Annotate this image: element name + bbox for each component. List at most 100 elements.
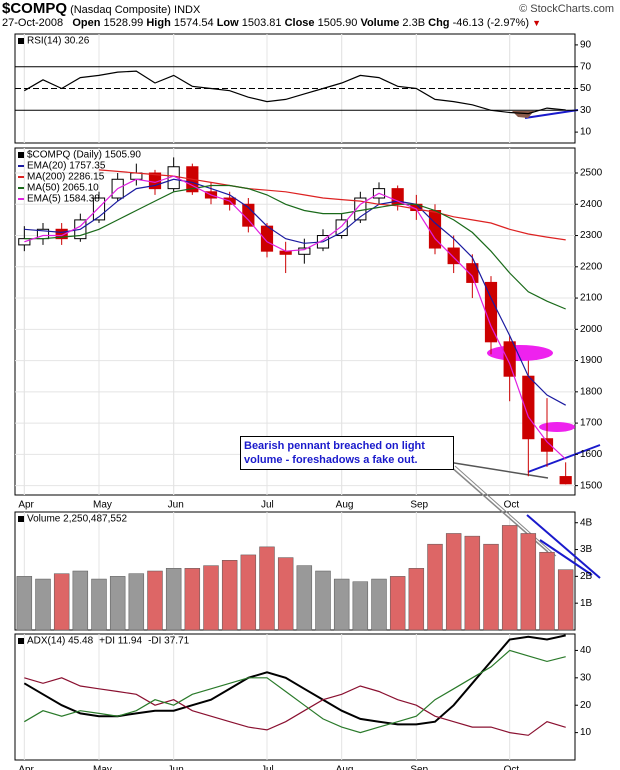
x-tick-label: Oct [504, 765, 520, 770]
candle-body [540, 438, 554, 452]
value: 1574.54 [173, 17, 214, 29]
index-name: (Nasdaq Composite) [70, 4, 171, 16]
volume-bar [427, 543, 443, 631]
volume-bar [557, 569, 574, 631]
volume-bar [315, 570, 331, 631]
candle-body [130, 172, 143, 180]
label: Close [284, 17, 315, 29]
volume-bar [371, 578, 387, 631]
x-tick-label: Jul [261, 500, 274, 511]
volume-bar [333, 578, 350, 631]
volume-bar [445, 533, 462, 631]
value: 2.3B [402, 17, 426, 29]
watermark: © StockCharts.com [519, 3, 614, 15]
label: High [146, 17, 171, 29]
x-tick-label: Sep [410, 500, 428, 511]
symbol: $COMPQ [2, 0, 68, 17]
panel-title: RSI(14) 30.26 [27, 36, 90, 47]
x-tick-label: Oct [504, 500, 520, 511]
volume-bar [389, 576, 406, 631]
volume-bar [408, 568, 425, 631]
candle-body [92, 197, 106, 221]
trend-line [524, 109, 579, 119]
candle-body [298, 247, 311, 255]
y-tick-label: 1800 [580, 386, 603, 397]
y-tick-label: 1500 [580, 480, 603, 491]
y-tick-label: 1700 [580, 418, 603, 429]
value: 1528.99 [103, 17, 144, 29]
y-tick-label: 1900 [580, 355, 603, 366]
value: -46.13 (-2.97%) [452, 17, 530, 29]
legend-label: EMA(5) 1584.38 [27, 194, 100, 205]
x-tick-label: Apr [18, 500, 34, 511]
x-tick-label: Aug [336, 500, 354, 511]
series-line [24, 184, 566, 310]
x-tick-label: Jul [261, 765, 274, 770]
pennant-line [527, 444, 601, 473]
candle-body [242, 203, 255, 227]
x-tick-label: Jun [168, 500, 184, 511]
legend-swatch [18, 638, 24, 644]
down-arrow: ▼ [532, 18, 541, 28]
panel-title: $COMPQ (Daily) 1505.90 [27, 150, 141, 161]
annotation-shapes [447, 109, 601, 579]
candle-body [503, 341, 516, 377]
volume-bar [128, 573, 145, 631]
annotation: Bearish pennant breached on light volume… [240, 436, 454, 470]
x-tick-label: Apr [18, 765, 34, 770]
y-tick-label: 10 [580, 127, 592, 138]
candle-body [559, 476, 572, 485]
candle-body [260, 225, 274, 252]
volume-bar [203, 565, 219, 631]
y-tick-label: 2500 [580, 168, 603, 179]
y-tick-label: 3B [580, 544, 593, 555]
y-tick-label: 30 [580, 672, 592, 683]
label: Low [216, 17, 239, 29]
y-tick-label: 90 [580, 40, 592, 51]
y-tick-label: 2200 [580, 261, 603, 272]
highlight [487, 345, 553, 361]
volume-bar [35, 578, 51, 631]
highlight [539, 422, 575, 432]
title-line: $COMPQ (Nasdaq Composite) INDX [2, 0, 200, 17]
volume-bar [501, 525, 518, 631]
legend-label: -DI 37.71 [148, 636, 190, 647]
y-tick-label: 50 [580, 83, 592, 94]
trend-line [539, 539, 593, 576]
volume-bar [277, 557, 294, 631]
volume-bar [296, 565, 313, 631]
candle-body [447, 247, 460, 265]
volume-bar [16, 576, 33, 631]
volume-bar [259, 546, 275, 631]
value: 1505.90 [317, 17, 358, 29]
series-line [23, 70, 566, 115]
label: Open [72, 17, 101, 29]
value: 1503.81 [241, 17, 282, 29]
y-tick-label: 1B [580, 598, 593, 609]
exchange: INDX [174, 4, 201, 16]
trend-line [526, 514, 601, 579]
legend-swatch [18, 516, 24, 522]
label: Volume [360, 17, 400, 29]
y-tick-label: 30 [580, 105, 592, 116]
y-tick-label: 2400 [580, 199, 603, 210]
panel-frame [14, 511, 576, 631]
legend-label: ADX(14) 45.48 [27, 636, 94, 647]
panel-frame [14, 633, 576, 761]
candle-body [466, 263, 479, 283]
legend-label: MA(50) 2065.10 [27, 183, 99, 194]
date: 27-Oct-2008 [2, 17, 64, 29]
legend-label: +DI 11.94 [99, 636, 142, 647]
volume-bar [221, 560, 238, 631]
y-tick-label: 2300 [580, 230, 603, 241]
legend-swatch [18, 152, 24, 158]
legend-swatch [18, 38, 24, 44]
volume-bar [520, 533, 537, 631]
label: Chg [428, 17, 450, 29]
volume-bar [91, 578, 107, 631]
x-tick-label: May [93, 500, 112, 511]
y-tick-label: 10 [580, 727, 592, 738]
y-tick-label: 4B [580, 517, 593, 528]
